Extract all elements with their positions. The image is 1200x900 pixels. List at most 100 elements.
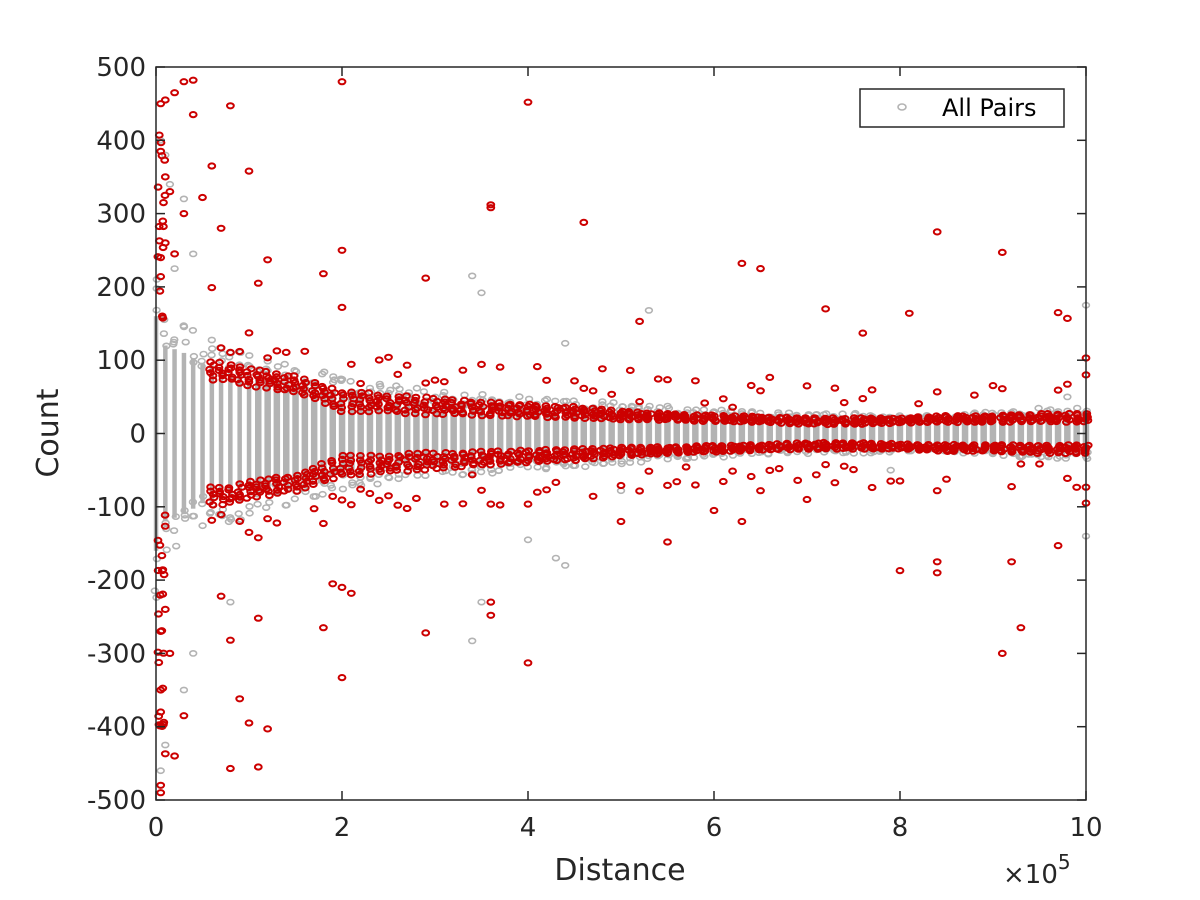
- all-pairs-point: [645, 402, 654, 410]
- all-pairs-point: [156, 767, 165, 775]
- all-pairs-column: [1073, 415, 1080, 452]
- all-pairs-point: [198, 500, 207, 508]
- highlighted-point: [429, 458, 439, 466]
- all-pairs-point: [439, 391, 448, 399]
- highlighted-point: [968, 447, 978, 455]
- y-tick-label: -500: [87, 786, 146, 816]
- highlighted-point: [392, 463, 401, 471]
- highlighted-point: [719, 412, 728, 420]
- highlighted-point: [412, 494, 421, 502]
- highlighted-point: [347, 391, 357, 399]
- highlighted-point: [365, 489, 375, 498]
- highlighted-point: [476, 398, 486, 406]
- highlighted-point: [318, 391, 327, 400]
- highlighted-point: [346, 589, 356, 597]
- all-pairs-point: [169, 527, 179, 534]
- highlighted-point: [670, 410, 680, 418]
- all-pairs-point: [245, 502, 254, 510]
- y-tick-label: -300: [87, 639, 146, 669]
- all-pairs-point: [560, 562, 570, 569]
- highlighted-point: [607, 390, 617, 398]
- all-pairs-point: [412, 384, 422, 392]
- highlighted-point: [439, 500, 449, 508]
- all-pairs-point: [318, 490, 327, 498]
- all-pairs-column: [422, 401, 429, 466]
- highlighted-point: [165, 649, 175, 658]
- all-pairs-column: [357, 395, 364, 472]
- highlighted-point: [494, 399, 504, 407]
- highlighted-point: [588, 404, 598, 412]
- highlighted-point: [681, 463, 691, 471]
- all-pairs-point: [161, 741, 170, 749]
- highlighted-point: [382, 392, 392, 400]
- highlighted-point: [226, 361, 236, 369]
- highlighted-point: [672, 478, 682, 486]
- all-pairs-point: [169, 340, 178, 348]
- all-pairs-column: [376, 397, 383, 470]
- all-pairs-point: [207, 351, 216, 359]
- highlighted-point: [428, 394, 438, 403]
- all-pairs-column: [813, 418, 820, 449]
- all-pairs-column: [952, 419, 959, 448]
- highlighted-point: [598, 365, 607, 373]
- highlighted-point: [895, 567, 905, 575]
- all-pairs-column: [552, 408, 560, 459]
- highlighted-point: [737, 259, 747, 267]
- all-pairs-column: [589, 410, 597, 457]
- highlighted-point: [376, 468, 385, 476]
- highlighted-point: [158, 590, 168, 598]
- highlighted-point: [216, 344, 226, 352]
- all-pairs-column: [822, 418, 829, 449]
- highlighted-point: [218, 375, 228, 384]
- highlighted-point: [633, 408, 642, 416]
- all-pairs-point: [681, 455, 691, 463]
- x-tick-label: 4: [520, 813, 537, 843]
- all-pairs-point: [188, 512, 198, 520]
- all-pairs-column: [301, 385, 309, 482]
- highlighted-point: [691, 481, 700, 489]
- highlighted-point: [292, 487, 302, 495]
- highlighted-point: [941, 412, 950, 420]
- all-pairs-point: [494, 467, 503, 474]
- highlighted-point: [354, 467, 364, 475]
- highlighted-point: [725, 447, 735, 455]
- all-pairs-point: [262, 504, 271, 511]
- highlighted-point: [524, 453, 534, 461]
- all-pairs-point: [197, 357, 206, 365]
- highlighted-point: [523, 98, 533, 106]
- all-pairs-column: [459, 403, 467, 464]
- all-pairs-column: [803, 418, 811, 449]
- highlighted-point: [904, 309, 914, 317]
- highlighted-point: [205, 365, 215, 373]
- highlighted-point: [707, 411, 717, 419]
- highlighted-point: [265, 491, 274, 500]
- highlighted-point: [532, 488, 542, 496]
- all-pairs-point: [346, 377, 355, 385]
- highlighted-point: [252, 493, 262, 501]
- highlighted-point: [198, 193, 207, 202]
- highlighted-point: [158, 566, 168, 574]
- highlighted-point: [244, 329, 254, 337]
- highlighted-point: [272, 519, 282, 527]
- highlighted-point: [477, 360, 486, 368]
- all-pairs-point: [458, 471, 467, 479]
- highlighted-point: [616, 481, 626, 490]
- highlighted-point: [419, 404, 429, 412]
- all-pairs-point: [395, 385, 404, 393]
- highlighted-point: [170, 752, 180, 760]
- all-pairs-point: [366, 473, 375, 481]
- highlighted-point: [280, 378, 289, 386]
- highlighted-point: [179, 78, 189, 86]
- highlighted-point: [588, 387, 598, 395]
- highlighted-point: [856, 414, 866, 422]
- highlighted-point: [458, 500, 468, 508]
- highlighted-point: [550, 402, 560, 411]
- highlighted-point: [373, 391, 383, 399]
- highlighted-point: [652, 450, 662, 458]
- all-pairs-point: [1063, 393, 1072, 401]
- highlighted-point: [346, 471, 356, 479]
- highlighted-point: [421, 379, 431, 387]
- all-pairs-column: [599, 410, 606, 457]
- highlighted-point: [188, 76, 198, 84]
- all-pairs-point: [189, 358, 198, 366]
